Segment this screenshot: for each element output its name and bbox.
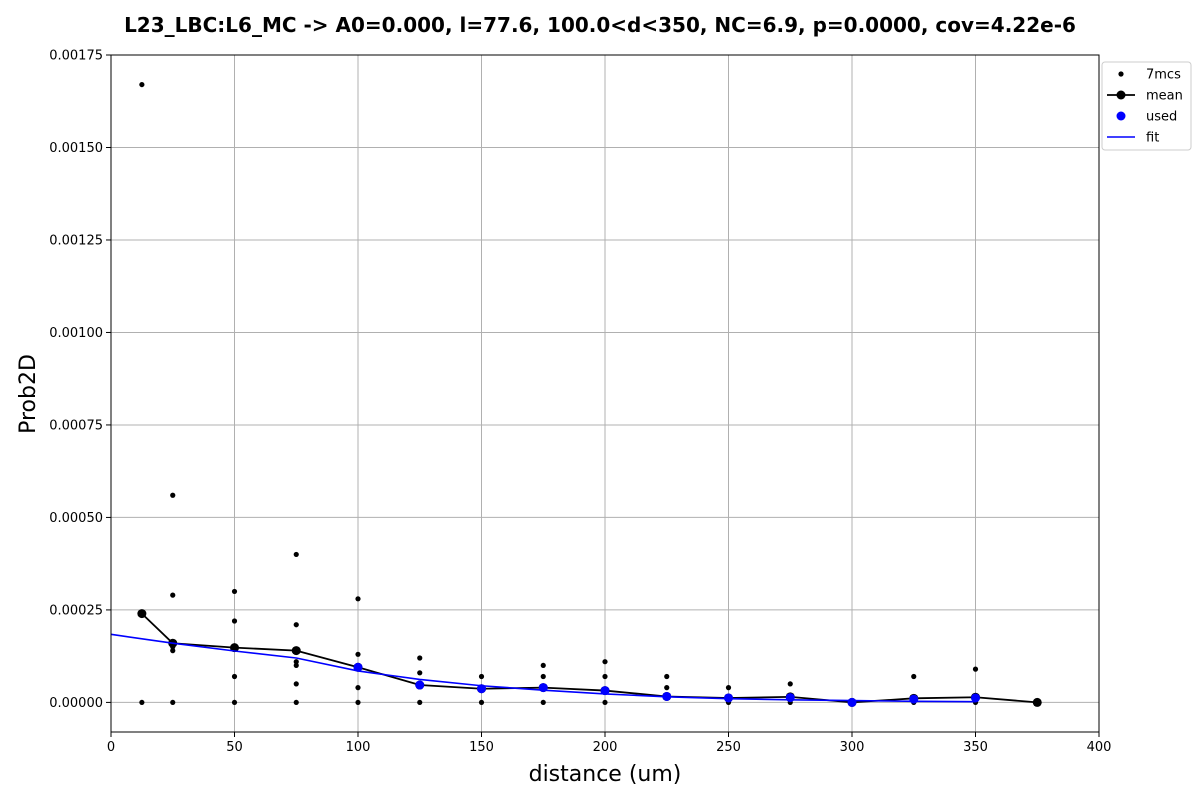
point-7mcs [231, 699, 238, 706]
ticks: 0 50 100 150 200 250 300 350 400 0.00000 0.00025 0.… [49, 49, 1111, 756]
y-tick-label: 0.00000 [49, 696, 103, 711]
y-tick-label: 0.00125 [49, 233, 103, 248]
y-tick-label: 0.00150 [49, 141, 103, 156]
legend-marker-used [1116, 111, 1126, 121]
legend-label-7mcs: 7mcs [1146, 68, 1181, 83]
point-mean [1032, 697, 1042, 707]
point-used [415, 680, 425, 690]
point-7mcs [417, 699, 423, 706]
legend-label-used: used [1146, 110, 1177, 125]
x-tick-label: 350 [963, 740, 988, 755]
point-used [971, 693, 980, 703]
point-7mcs [725, 685, 732, 691]
point-7mcs [293, 699, 299, 706]
point-used [538, 683, 548, 693]
x-tick-label: 300 [840, 740, 865, 755]
series-layer [110, 81, 1042, 707]
legend-box [1101, 61, 1192, 151]
point-7mcs [540, 662, 546, 669]
point-used [909, 694, 919, 704]
point-7mcs [231, 618, 238, 624]
y-tick-label: 0.00075 [49, 418, 103, 433]
point-7mcs [170, 648, 176, 654]
point-7mcs [602, 673, 608, 680]
point-7mcs [293, 662, 299, 669]
point-7mcs [478, 699, 485, 706]
point-7mcs [139, 699, 145, 706]
point-7mcs [540, 699, 546, 706]
x-tick-label: 150 [469, 740, 494, 755]
point-7mcs [293, 681, 299, 687]
point-7mcs [664, 685, 670, 691]
point-used [477, 684, 486, 694]
x-axis-label: distance (um) [529, 762, 682, 787]
point-7mcs [170, 592, 176, 598]
x-tick-label: 0 [107, 740, 115, 755]
point-used [724, 693, 733, 703]
point-7mcs [355, 699, 361, 706]
point-7mcs [170, 699, 176, 706]
point-used [662, 691, 672, 701]
point-7mcs [355, 596, 361, 602]
point-7mcs [139, 81, 145, 88]
legend-marker-7mcs [1118, 71, 1124, 77]
y-axis-label: Prob2D [16, 354, 41, 434]
point-7mcs [355, 685, 361, 691]
point-7mcs [231, 673, 238, 680]
point-used [847, 697, 857, 707]
point-7mcs [417, 670, 423, 676]
point-7mcs [540, 673, 546, 680]
y-tick-label: 0.00100 [49, 326, 103, 341]
point-used [785, 693, 795, 703]
point-mean [291, 646, 301, 656]
x-tick-label: 100 [346, 740, 371, 755]
legend: 7mcs mean used fit [1101, 61, 1192, 151]
point-7mcs [911, 673, 917, 680]
y-tick-label: 0.00175 [49, 49, 103, 64]
x-tick-label: 200 [593, 740, 618, 755]
legend-label-fit: fit [1146, 131, 1159, 146]
point-mean [137, 609, 147, 619]
x-tick-label: 250 [716, 740, 741, 755]
legend-marker-mean [1116, 90, 1126, 100]
chart-title: L23_LBC:L6_MC -> A0=0.000, l=77.6, 100.0… [124, 13, 1076, 37]
point-7mcs [664, 673, 670, 680]
y-tick-label: 0.00050 [49, 511, 103, 526]
point-7mcs [293, 659, 299, 665]
point-7mcs [231, 588, 238, 595]
point-7mcs [478, 673, 485, 680]
point-7mcs [417, 655, 423, 661]
point-7mcs [787, 681, 793, 687]
point-used [600, 686, 610, 696]
point-7mcs [972, 666, 979, 672]
y-tick-label: 0.00025 [49, 603, 103, 618]
point-7mcs [293, 551, 299, 558]
x-tick-label: 400 [1087, 740, 1112, 755]
point-7mcs [602, 699, 608, 706]
point-7mcs [170, 492, 176, 498]
legend-label-mean: mean [1146, 89, 1183, 104]
point-used [353, 662, 363, 672]
point-7mcs [355, 651, 361, 657]
point-7mcs [602, 659, 608, 665]
x-tick-label: 50 [226, 740, 243, 755]
point-7mcs [293, 622, 299, 628]
